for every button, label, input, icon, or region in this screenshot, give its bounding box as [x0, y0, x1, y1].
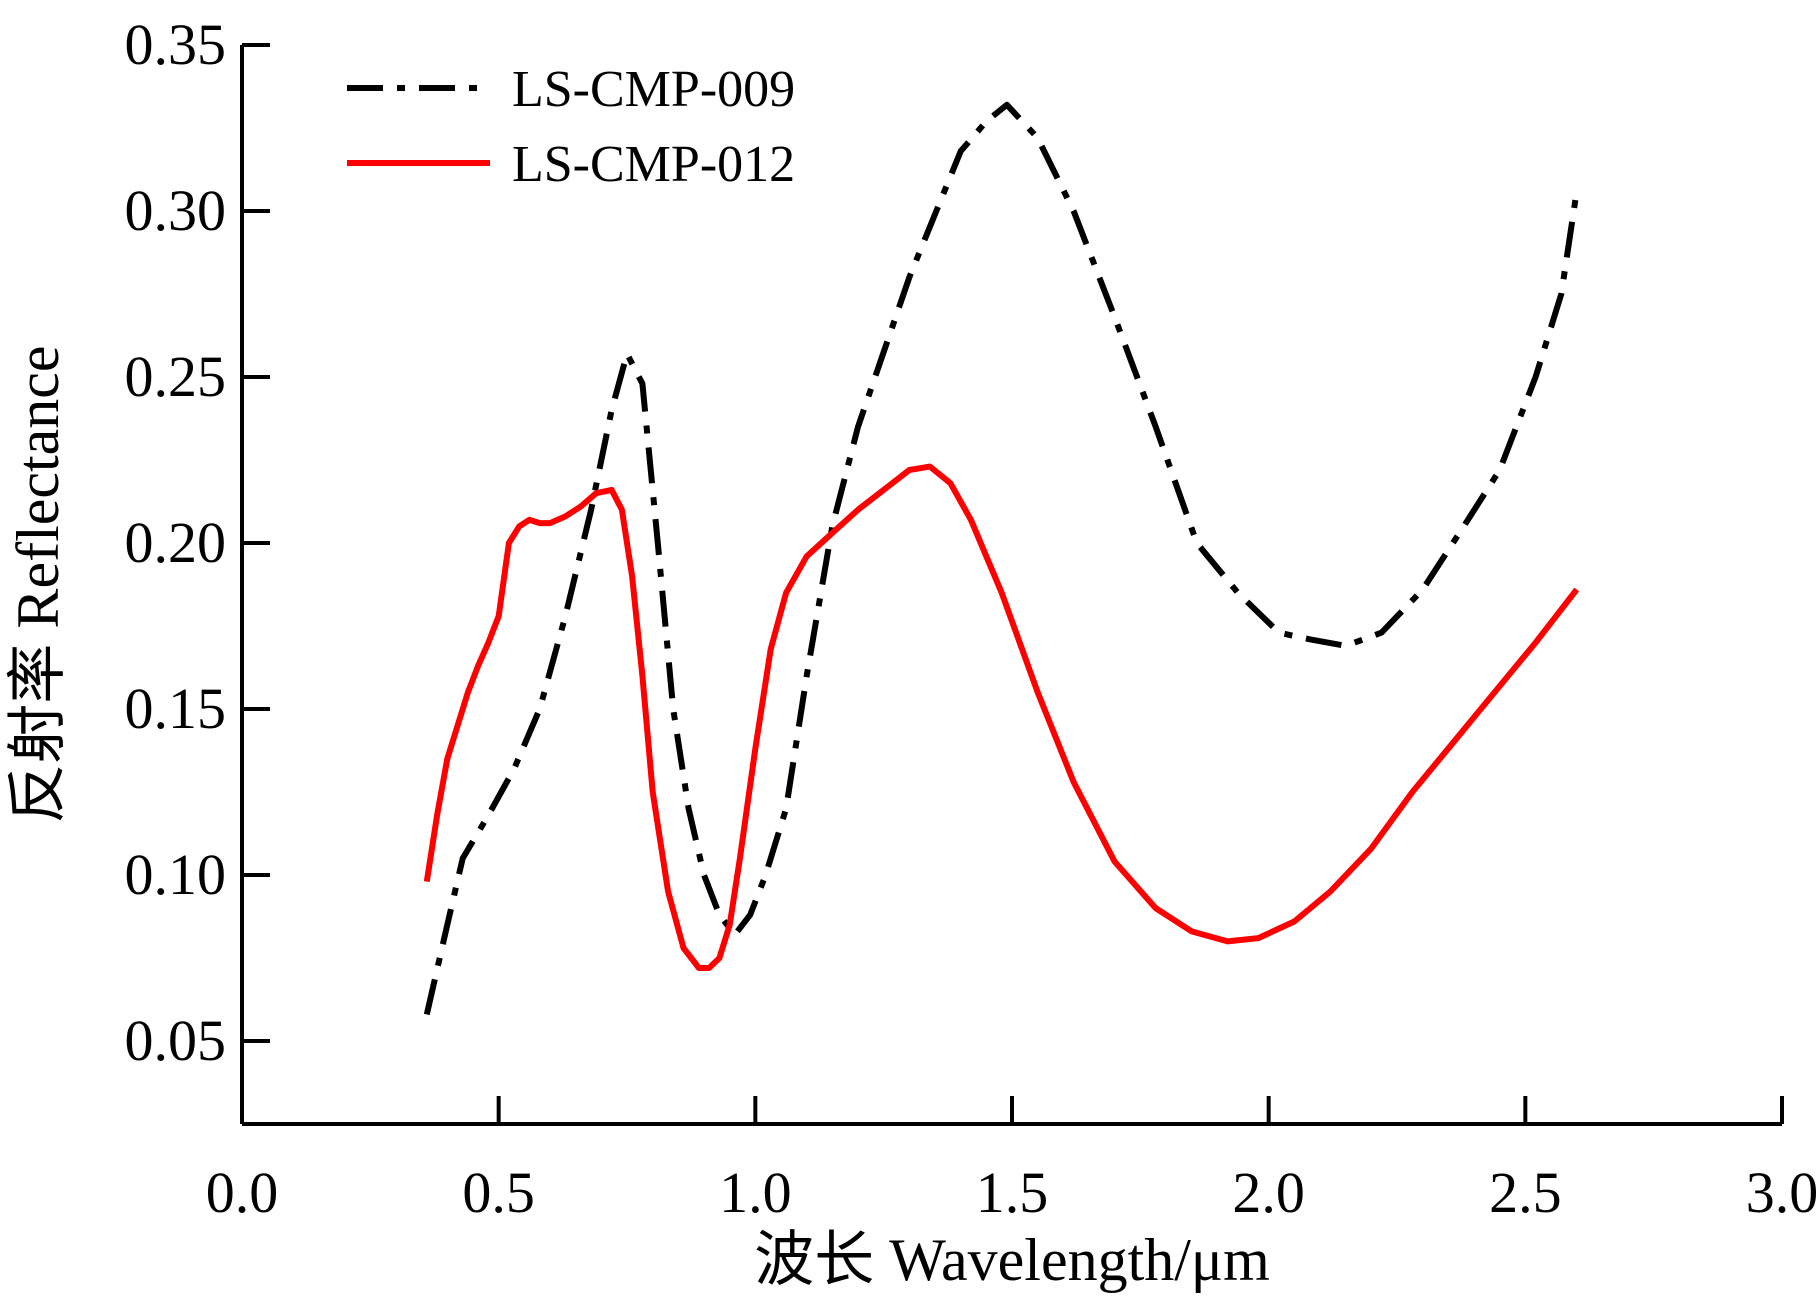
y-tick-label: 0.35 [125, 12, 227, 77]
legend-label: LS-CMP-012 [512, 136, 795, 193]
axes [240, 45, 1782, 1126]
x-tick-label: 1.5 [976, 1160, 1049, 1225]
y-tick-label: 0.10 [125, 842, 227, 907]
x-tick-label: 0.5 [462, 1160, 535, 1225]
x-tick-label: 3.0 [1746, 1160, 1819, 1225]
series-line-ls-cmp-009 [423, 101, 1580, 1016]
ticks: 0.0 0.5 1.0 1.5 2.0 2.5 3.0 0.05 0.10 0.15 0.20 0.2… [125, 12, 1819, 1225]
x-tick-label: 2.0 [1232, 1160, 1305, 1225]
x-axis-title: 波长 Wavelength/μm [754, 1227, 1270, 1293]
y-tick-label: 0.30 [125, 178, 227, 243]
y-tick-label: 0.20 [125, 510, 227, 575]
y-tick-label: 0.05 [125, 1008, 227, 1073]
series-lines [423, 101, 1580, 1016]
x-tick-label: 1.0 [719, 1160, 792, 1225]
legend-label: LS-CMP-009 [512, 61, 795, 118]
y-tick-label: 0.15 [125, 676, 227, 741]
x-tick-label: 2.5 [1489, 1160, 1562, 1225]
y-axis-title: 反射率 Reflectance [5, 345, 71, 823]
x-tick-label: 0.0 [206, 1160, 279, 1225]
series-line-ls-cmp-012 [423, 463, 1580, 971]
y-tick-label: 0.25 [125, 344, 227, 409]
legend: LS-CMP-009 LS-CMP-012 [347, 61, 795, 193]
